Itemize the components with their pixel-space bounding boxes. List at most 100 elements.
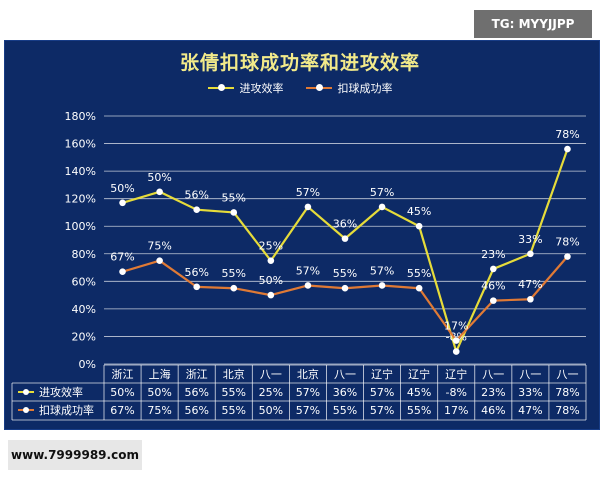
y-tick-label: 140%	[65, 165, 96, 178]
x-category-label: 辽宁	[445, 367, 467, 381]
series-attack-table-cell: 33%	[518, 386, 542, 399]
series-attack-point	[156, 188, 163, 196]
series-spike-data-label: 17%	[444, 320, 468, 333]
series-attack-point	[564, 145, 571, 153]
series-attack-point	[378, 203, 386, 211]
x-category-label: 浙江	[112, 368, 134, 381]
series-attack-row-name: 进攻效率	[39, 385, 83, 399]
series-attack-table-cell: -8%	[446, 386, 467, 399]
series-spike-data-label: 46%	[481, 280, 505, 293]
x-category-label: 八一	[260, 368, 282, 381]
series-attack-data-label: 57%	[370, 186, 394, 199]
watermark-top: TG: MYYJJPP	[474, 10, 592, 38]
series-attack-table-cell: 36%	[333, 386, 357, 399]
series-spike-data-label: 57%	[370, 264, 394, 277]
y-tick-label: 100%	[65, 220, 96, 233]
series-attack-point	[415, 222, 423, 230]
y-tick-label: 20%	[72, 330, 96, 343]
x-category-label: 八一	[334, 368, 356, 381]
series-attack-data-label: 56%	[184, 189, 208, 202]
series-attack-data-label: 57%	[296, 186, 320, 199]
y-tick-label: 0%	[79, 358, 96, 371]
series-attack-point	[193, 206, 200, 213]
series-attack-table-cell: 56%	[184, 386, 208, 399]
series-attack-point	[119, 199, 126, 207]
series-spike-data-label: 67%	[110, 251, 134, 264]
series-spike-point	[304, 282, 312, 289]
legend-swatch-attack	[207, 84, 234, 91]
y-tick-label: 180%	[65, 110, 96, 123]
series-attack-data-label: 33%	[518, 233, 542, 246]
series-spike-point	[193, 283, 200, 291]
series-attack-table-cell: 23%	[481, 386, 505, 399]
y-tick-label: 160%	[65, 138, 96, 151]
series-spike-point	[452, 337, 460, 344]
series-spike-point	[341, 284, 349, 292]
series-attack-point	[452, 348, 460, 355]
legend-swatch-spike	[305, 84, 332, 91]
y-tick-label: 40%	[72, 303, 96, 316]
series-attack-table-cell: 50%	[147, 386, 171, 399]
series-attack-table-cell: 25%	[259, 386, 283, 399]
series-spike-data-label: 78%	[555, 236, 579, 249]
series-attack-point	[267, 257, 275, 264]
series-spike-table-cell: 47%	[518, 404, 542, 417]
x-category-label: 八一	[482, 368, 504, 381]
series-spike-point	[527, 295, 534, 303]
series-spike-data-label: 55%	[333, 267, 357, 280]
series-spike-table-cell: 57%	[296, 404, 320, 417]
series-spike-data-label: 55%	[222, 267, 246, 280]
series-spike-data-label: 47%	[518, 278, 542, 291]
series-spike-data-label: 50%	[259, 274, 283, 287]
series-attack-table-cell: 55%	[222, 386, 246, 399]
series-spike-table-cell: 46%	[481, 404, 505, 417]
series-attack-data-label: 36%	[333, 218, 357, 231]
series-spike-data-label: 75%	[147, 240, 171, 253]
legend-item-attack: 进攻效率	[207, 80, 284, 96]
series-attack-data-label: 78%	[555, 128, 579, 141]
x-category-label: 浙江	[186, 368, 208, 381]
series-attack-data-label: 45%	[407, 205, 431, 218]
series-spike-table-cell: 67%	[110, 404, 134, 417]
x-category-label: 北京	[223, 367, 245, 381]
series-spike-data-label: 56%	[184, 266, 208, 279]
table-legend-dot	[23, 407, 29, 413]
series-spike-point	[267, 291, 275, 299]
chart-title: 张倩扣球成功率和进攻效率	[179, 52, 420, 74]
series-spike-point	[119, 268, 126, 275]
legend-item-spike: 扣球成功率	[305, 80, 393, 96]
series-spike-table-cell: 57%	[370, 404, 394, 417]
series-attack-data-label: 55%	[222, 191, 246, 204]
series-attack-table-cell: 78%	[555, 386, 579, 399]
series-attack-data-label: 50%	[110, 182, 134, 195]
x-category-label: 辽宁	[371, 367, 393, 381]
legend: 进攻效率 扣球成功率	[0, 80, 600, 96]
series-spike-point	[156, 257, 163, 264]
legend-label-spike: 扣球成功率	[337, 82, 393, 95]
series-attack-table-cell: 50%	[110, 386, 134, 399]
table-legend-dot	[23, 389, 29, 395]
series-spike-table-cell: 55%	[333, 404, 357, 417]
y-tick-label: 60%	[72, 275, 96, 288]
series-attack-table-cell: 45%	[407, 386, 431, 399]
x-category-label: 上海	[149, 367, 171, 381]
series-attack-point	[304, 203, 312, 211]
watermark-bottom: www.7999989.com	[8, 440, 142, 470]
x-category-label: 八一	[556, 368, 578, 381]
series-attack-table-cell: 57%	[370, 386, 394, 399]
series-attack-point	[527, 250, 534, 258]
series-spike-point	[378, 282, 386, 289]
series-spike-table-cell: 78%	[555, 404, 579, 417]
series-attack-point	[490, 265, 497, 273]
series-attack-point	[230, 209, 238, 216]
legend-label-attack: 进攻效率	[239, 82, 284, 95]
series-spike-row-name: 扣球成功率	[39, 403, 94, 417]
series-spike-point	[564, 253, 571, 260]
x-category-label: 辽宁	[408, 367, 430, 381]
series-spike-table-cell: 55%	[407, 404, 431, 417]
series-attack-point	[341, 235, 349, 242]
x-category-label: 八一	[519, 368, 541, 381]
series-spike-table-cell: 17%	[444, 404, 468, 417]
series-spike-table-cell: 56%	[184, 404, 208, 417]
